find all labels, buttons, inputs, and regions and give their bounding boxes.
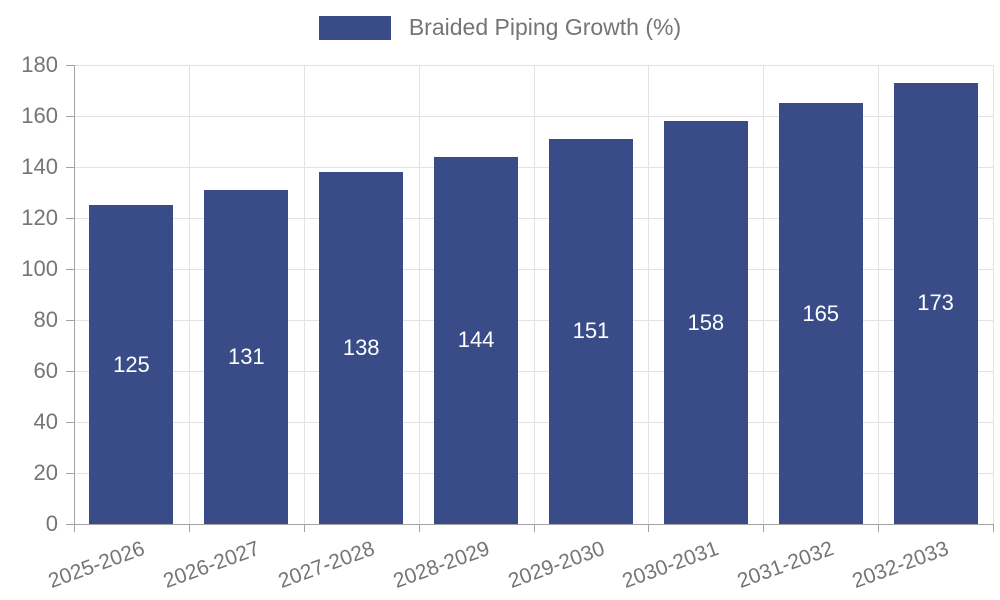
x-axis-tick [418,524,420,532]
x-axis-tick [763,524,765,532]
y-axis-tick [66,65,74,66]
bar[interactable] [663,121,748,524]
legend-label: Braided Piping Growth (%) [408,14,682,40]
x-axis-tick-label: 2029-2030 [504,536,608,593]
gridline-vertical [648,65,650,524]
y-axis-tick-label: 140 [21,154,58,179]
bar-value-label: 144 [457,327,495,353]
bar-value-label: 158 [687,309,725,335]
gridline-vertical [763,65,765,524]
bar[interactable] [204,189,289,524]
gridline-vertical [418,65,420,524]
x-axis-tick [648,524,650,532]
gridline-vertical [303,65,305,524]
x-axis-line [66,524,993,525]
y-axis-tick [66,422,74,423]
y-axis-tick [66,320,74,321]
y-axis-tick-label: 20 [33,460,58,485]
bar[interactable] [893,82,978,524]
y-axis-tick-label: 100 [21,256,58,281]
gridline-vertical [188,65,190,524]
legend-swatch-icon [318,15,391,40]
bar-value-label: 173 [917,290,954,316]
x-axis-tick-label: 2031-2032 [734,536,837,593]
bar[interactable] [319,172,404,524]
x-axis-tick-label: 2026-2027 [160,536,263,593]
y-axis-tick [66,371,74,372]
y-axis-tick-label: 120 [21,205,58,230]
bar-value-label: 138 [342,335,380,361]
x-axis-tick-label: 2027-2028 [275,536,378,593]
y-axis-tick-label: 60 [33,358,58,383]
x-axis-tick [303,524,305,532]
y-axis-tick [66,218,74,219]
bar-value-label: 165 [802,300,840,326]
bar-value-label: 131 [227,343,265,369]
gridline-vertical [878,65,880,524]
y-axis-tick-label: 40 [33,409,58,434]
y-axis-tick-label: 80 [33,307,58,332]
x-axis-tick-label: 2028-2029 [390,536,493,593]
y-axis-tick [66,116,74,117]
x-axis-tick [188,524,190,532]
gridline-vertical [533,65,535,524]
x-axis-tick-label: 2025-2026 [45,536,148,593]
x-axis-tick-label: 2032-2033 [849,536,952,593]
x-axis-tick [878,524,880,532]
legend[interactable]: Braided Piping Growth (%) [0,14,1000,41]
bar-value-label: 151 [572,318,610,344]
y-axis-tick [66,167,74,168]
y-axis-tick [66,269,74,270]
x-axis-tick-label: 2030-2031 [619,536,723,593]
bar[interactable] [89,205,174,524]
gridline-vertical [993,65,994,524]
bar[interactable] [778,103,863,524]
y-axis-line [74,65,75,532]
bar[interactable] [434,156,519,524]
bar[interactable] [548,138,633,524]
y-axis-tick-label: 0 [45,511,58,536]
y-axis-tick-label: 180 [21,52,58,77]
bar-value-label: 125 [113,351,150,377]
y-axis-tick [66,473,74,474]
x-axis-tick [533,524,535,532]
x-axis-tick [993,524,994,532]
y-axis-tick-label: 160 [21,103,58,128]
